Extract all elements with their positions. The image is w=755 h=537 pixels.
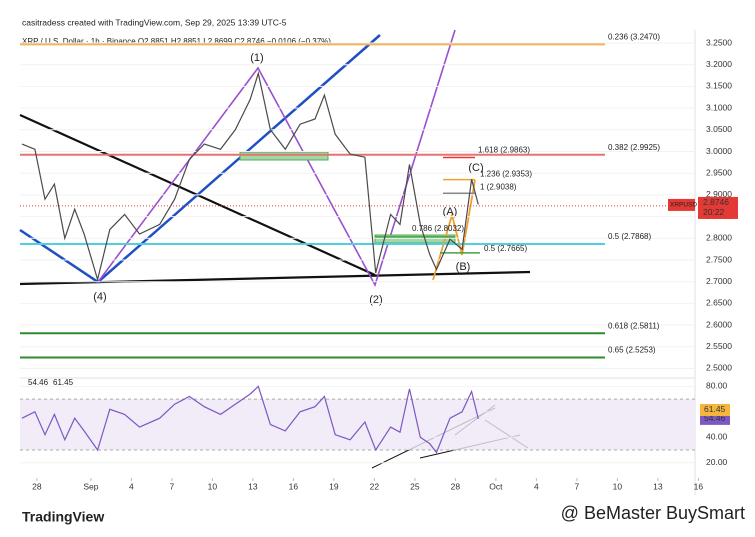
credit: casitradess created with TradingView.com… <box>22 17 287 27</box>
wave-path <box>97 29 456 288</box>
fib-label: 0.5 (2.7665) <box>484 244 527 253</box>
y-tick-label: 20.00 <box>706 457 728 467</box>
fib-label: 1 (2.9038) <box>480 182 517 191</box>
x-tick-label: 4 <box>534 481 539 491</box>
fib-label: 0.382 (2.9925) <box>608 143 660 152</box>
x-tick-label: 7 <box>170 481 175 491</box>
wave-label: (B) <box>456 261 471 273</box>
x-tick-label: 28 <box>451 481 461 491</box>
fib-label: 0.65 (2.5253) <box>608 346 656 355</box>
y-tick-label: 3.1000 <box>706 102 732 112</box>
zone <box>239 151 329 161</box>
x-tick-label: 16 <box>289 481 299 491</box>
x-tick-label: 19 <box>329 481 339 491</box>
rsi-band <box>20 399 695 450</box>
drawings <box>19 29 531 469</box>
y-tick-label: 2.6000 <box>706 319 732 329</box>
price-tag <box>698 196 738 219</box>
x-tick-label: 10 <box>208 481 218 491</box>
x-tick-label: 16 <box>694 481 704 491</box>
y-tick-label: 3.2000 <box>706 59 732 69</box>
x-tick-label: 13 <box>653 481 663 491</box>
price-tag-text: 2.8746 <box>703 197 729 207</box>
wave-label: (2) <box>369 294 382 306</box>
abc-path <box>432 179 476 281</box>
wave-label: (4) <box>93 291 106 303</box>
fib-label: 0.5 (2.7868) <box>608 232 651 241</box>
x-tick-label: Sep <box>83 481 98 491</box>
symbol-tag <box>668 198 695 211</box>
x-tick-label: 22 <box>370 481 380 491</box>
logo: TradingView <box>22 509 104 525</box>
y-tick-label: 2.7500 <box>706 254 732 264</box>
y-tick-label: 80.00 <box>706 381 728 391</box>
x-tick-label: 25 <box>410 481 420 491</box>
fib-label: 0.618 (2.5811) <box>608 321 660 330</box>
y-tick-label: 3.0000 <box>706 146 732 156</box>
fib-label: 0.236 (3.2470) <box>608 32 660 41</box>
wave-label: (C) <box>468 162 483 174</box>
wave-label: (A) <box>443 206 458 218</box>
y-tick-label: 2.5500 <box>706 341 732 351</box>
x-tick-label: 13 <box>248 481 258 491</box>
rsi-legend: 54.46 <box>28 378 49 387</box>
y-tick-label: 2.9500 <box>706 167 732 177</box>
x-tick-label: 10 <box>613 481 623 491</box>
fib-label: 1.618 (2.9863) <box>478 146 530 155</box>
y-tick-label: 2.7000 <box>706 276 732 286</box>
symbol-tag-text: XRPUSD <box>670 202 697 209</box>
x-tick-label: Oct <box>489 481 503 491</box>
y-tick-label: 2.5000 <box>706 363 732 373</box>
y-tick-label: 3.1500 <box>706 81 732 91</box>
rsi-value-text: 61.45 <box>704 404 726 414</box>
y-tick-label: 3.2500 <box>706 37 732 47</box>
zone <box>374 234 456 244</box>
series-line <box>21 71 479 282</box>
rsi-value-tag <box>700 403 730 416</box>
y-tick-label: 2.6500 <box>706 298 732 308</box>
fib-label: 0.786 (2.8032) <box>412 224 464 233</box>
series-line <box>21 385 479 454</box>
y-tick-label: 40.00 <box>706 432 728 442</box>
x-tick-label: 4 <box>129 481 134 491</box>
rsi-legend: 61.45 <box>53 378 74 387</box>
x-tick-label: 28 <box>32 481 42 491</box>
y-tick-label: 2.9000 <box>706 189 732 199</box>
rsi-value-text: 54.46 <box>704 413 726 423</box>
countdown: 20:22 <box>703 207 725 217</box>
y-tick-label: 3.0500 <box>706 124 732 134</box>
wave-label: (1) <box>250 52 263 64</box>
x-tick-label: 7 <box>575 481 580 491</box>
y-tick-label: 2.8000 <box>706 233 732 243</box>
symbol-line: XRP / U.S. Dollar · 1h · Binance O2.8851… <box>22 37 331 46</box>
fib-label: 1.236 (2.9353) <box>480 170 532 179</box>
watermark: @ BeMaster BuySmart <box>561 503 745 523</box>
